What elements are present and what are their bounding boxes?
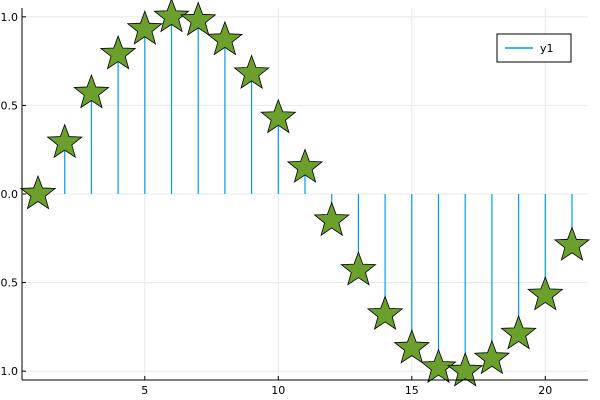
star-marker <box>366 295 404 330</box>
x-tick-label: 5 <box>141 384 148 397</box>
star-marker <box>260 98 297 134</box>
star-marker <box>500 314 537 350</box>
x-tick-label: 20 <box>538 384 552 397</box>
x-tick-label: 10 <box>271 384 285 397</box>
star-marker <box>393 328 431 364</box>
star-marker <box>527 275 564 311</box>
star-marker <box>313 201 350 237</box>
star-marker <box>446 351 484 387</box>
star-marker <box>46 123 83 159</box>
star-marker <box>340 251 377 286</box>
star-marker <box>179 1 217 36</box>
tick-labels: 5 10 15 20 1.0 0.5 0.0 0.5 1.0 <box>1 11 553 397</box>
y-tick-label: 1.0 <box>1 11 19 24</box>
star-marker <box>153 0 190 33</box>
star-marker <box>73 73 110 109</box>
y-tick-label: 0.0 <box>1 188 19 201</box>
star-marker <box>420 348 457 384</box>
star-marker <box>126 10 164 45</box>
grid <box>22 8 588 380</box>
y-tick-label: 0.5 <box>1 99 19 112</box>
stick-series <box>64 16 573 372</box>
legend: y1 <box>496 33 572 63</box>
star-marker <box>19 174 57 210</box>
star-marker <box>233 54 270 90</box>
y-tick-label: 0.5 <box>1 277 19 290</box>
marker-series <box>19 0 591 387</box>
legend-label: y1 <box>540 42 554 55</box>
star-marker <box>286 148 324 183</box>
star-marker <box>473 339 511 375</box>
star-marker <box>553 226 591 261</box>
star-marker <box>99 34 137 70</box>
x-tick-label: 15 <box>405 384 419 397</box>
y-tick-label: 1.0 <box>1 365 19 378</box>
axes <box>21 8 588 381</box>
star-marker <box>206 20 244 56</box>
